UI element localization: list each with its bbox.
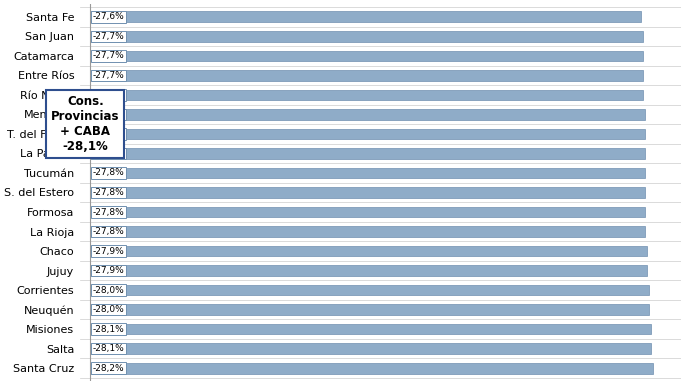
Bar — [90, 90, 643, 100]
Text: -28,0%: -28,0% — [92, 286, 125, 295]
Bar — [90, 226, 645, 237]
Bar — [90, 148, 645, 159]
Bar — [90, 285, 649, 295]
Bar — [90, 167, 645, 178]
Text: -28,1%: -28,1% — [92, 325, 125, 334]
Text: -27,6%: -27,6% — [92, 12, 125, 21]
Text: -28,2%: -28,2% — [92, 364, 124, 373]
Bar — [90, 129, 645, 139]
Bar — [90, 265, 647, 276]
Bar — [90, 12, 640, 22]
Bar — [90, 207, 645, 218]
Bar — [90, 31, 643, 42]
Text: -27,8%: -27,8% — [92, 129, 125, 139]
Bar — [90, 304, 649, 315]
Text: -27,7%: -27,7% — [92, 90, 125, 99]
Text: -27,8%: -27,8% — [92, 149, 125, 158]
Bar — [90, 50, 643, 61]
Text: -27,7%: -27,7% — [92, 51, 125, 60]
Text: -27,7%: -27,7% — [92, 71, 125, 80]
Bar — [90, 109, 645, 120]
Bar — [90, 187, 645, 198]
Bar — [90, 324, 651, 335]
Text: -27,8%: -27,8% — [92, 208, 125, 216]
Text: -27,8%: -27,8% — [92, 110, 125, 119]
Text: -27,8%: -27,8% — [92, 188, 125, 197]
Bar — [90, 343, 651, 354]
Text: -28,0%: -28,0% — [92, 305, 125, 314]
Bar — [90, 246, 647, 256]
Text: -27,7%: -27,7% — [92, 32, 125, 41]
Text: -27,8%: -27,8% — [92, 169, 125, 177]
Text: -28,1%: -28,1% — [92, 344, 125, 353]
Text: -27,9%: -27,9% — [92, 266, 125, 275]
Text: -27,9%: -27,9% — [92, 246, 125, 256]
Bar — [90, 70, 643, 81]
Text: -27,8%: -27,8% — [92, 227, 125, 236]
Text: Cons.
Provincias
+ CABA
-28,1%: Cons. Provincias + CABA -28,1% — [51, 95, 120, 153]
Bar — [90, 363, 653, 373]
